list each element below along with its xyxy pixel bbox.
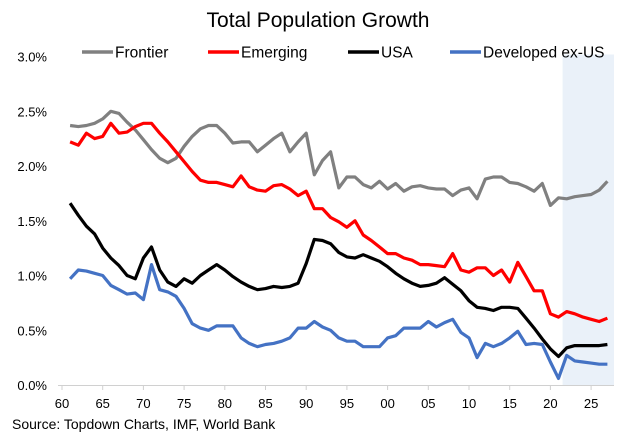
legend-label: USA (381, 45, 414, 62)
x-tick-label: 00 (380, 396, 394, 411)
chart-title: Total Population Growth (207, 9, 430, 32)
legend-label: Emerging (241, 45, 307, 62)
forecast-shade (562, 54, 614, 385)
x-tick-label: 60 (55, 396, 69, 411)
x-tick-label: 65 (95, 396, 109, 411)
x-tick-label: 05 (421, 396, 435, 411)
x-tick-label: 70 (136, 396, 150, 411)
x-tick-label: 20 (543, 396, 557, 411)
x-tick-label: 75 (177, 396, 191, 411)
y-tick-label: 2.5% (17, 104, 47, 119)
series-line-frontier (69, 109, 609, 207)
x-tick-label: 15 (502, 396, 516, 411)
x-tick-label: 90 (299, 396, 313, 411)
x-tick-label: 95 (340, 396, 354, 411)
legend-item: Frontier (82, 45, 168, 62)
series-line-emerging (69, 121, 608, 324)
series-line-developed-ex-us (68, 263, 608, 380)
x-tick-label: 10 (462, 396, 476, 411)
legend-item: Developed ex-US (450, 45, 604, 62)
series-lines (68, 109, 609, 380)
legend: Frontier Emerging USA Developed ex-US (82, 45, 604, 62)
legend-label: Frontier (115, 45, 168, 62)
y-tick-label: 0.5% (17, 323, 47, 338)
y-axis: 0.0% 0.5% 1.0% 1.5% 2.0% 2.5% 3.0% (17, 50, 47, 394)
y-tick-label: 3.0% (17, 50, 47, 65)
y-tick-label: 0.0% (17, 378, 47, 393)
x-axis: 60 65 70 75 80 85 90 95 00 05 10 15 20 25 (55, 385, 598, 411)
source-note: Source: Topdown Charts, IMF, World Bank (12, 416, 276, 432)
y-tick-label: 1.5% (17, 214, 47, 229)
x-tick-label: 25 (584, 396, 598, 411)
x-tick-label: 80 (218, 396, 232, 411)
y-tick-label: 1.0% (17, 269, 47, 284)
legend-item: USA (348, 45, 414, 62)
y-tick-label: 2.0% (17, 159, 47, 174)
legend-item: Emerging (208, 45, 307, 62)
series-line-usa (68, 202, 608, 359)
x-tick-label: 85 (258, 396, 272, 411)
legend-label: Developed ex-US (483, 45, 604, 62)
